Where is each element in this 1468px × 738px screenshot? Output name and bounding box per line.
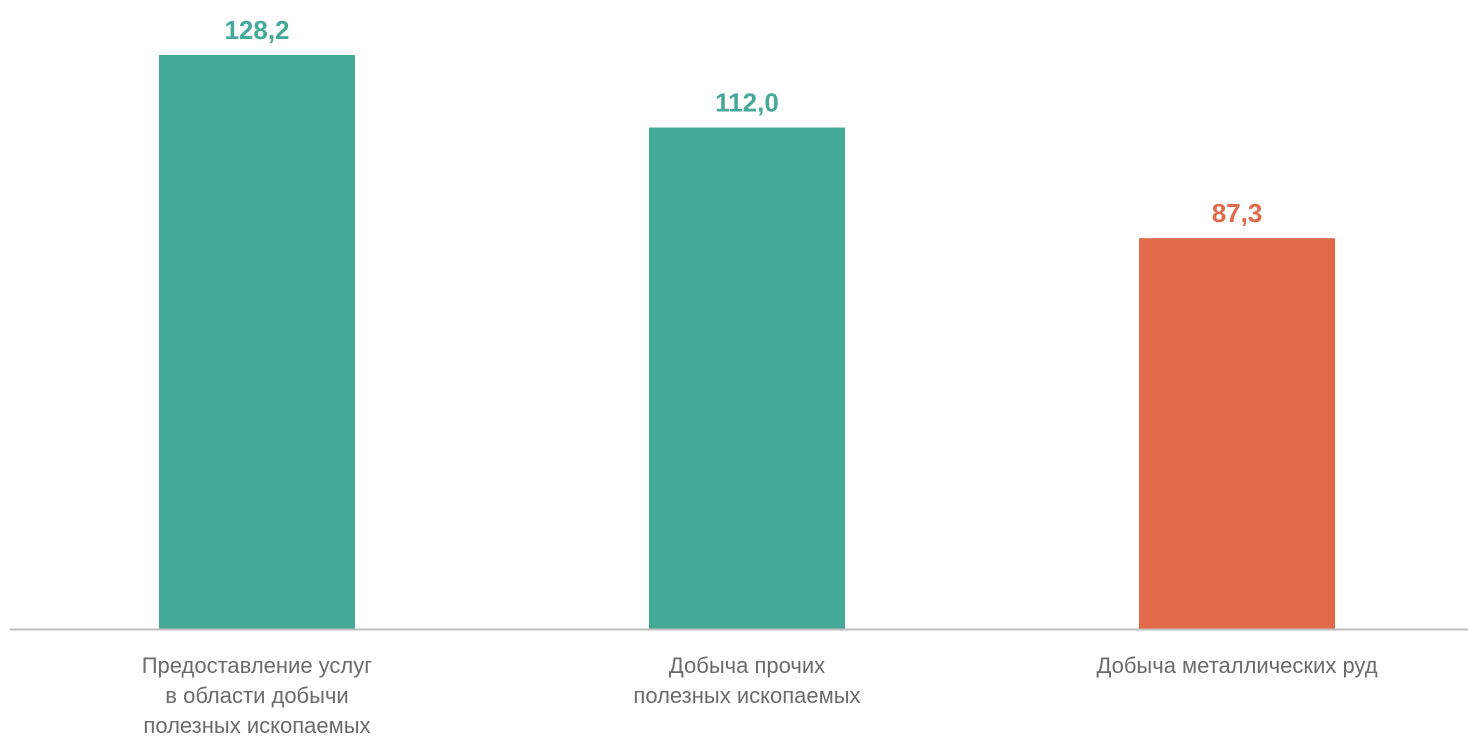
bar-1: [159, 55, 355, 629]
category-label-2: Добыча прочих полезных ископаемых: [633, 653, 860, 708]
bars-layer: [159, 55, 1335, 629]
value-labels-layer: 128,2 112,0 87,3: [224, 15, 1262, 228]
category-label-line: Добыча металлических руд: [1096, 653, 1377, 678]
value-label-2: 112,0: [715, 88, 779, 118]
value-label-1: 128,2: [224, 15, 289, 45]
category-labels-layer: Предоставление услуг в области добычи поле…: [142, 653, 1378, 738]
category-label-line: Добыча прочих: [669, 653, 825, 678]
category-label-line: полезных ископаемых: [143, 713, 370, 738]
bar-2: [649, 127, 845, 629]
category-label-1: Предоставление услуг в области добычи поле…: [142, 653, 373, 738]
category-label-line: Предоставление услуг: [142, 653, 373, 678]
category-label-line: полезных ископаемых: [633, 683, 860, 708]
category-label-line: в области добычи: [165, 683, 348, 708]
bar-3: [1139, 238, 1335, 629]
value-label-3: 87,3: [1212, 198, 1263, 228]
category-label-3: Добыча металлических руд: [1096, 653, 1377, 678]
